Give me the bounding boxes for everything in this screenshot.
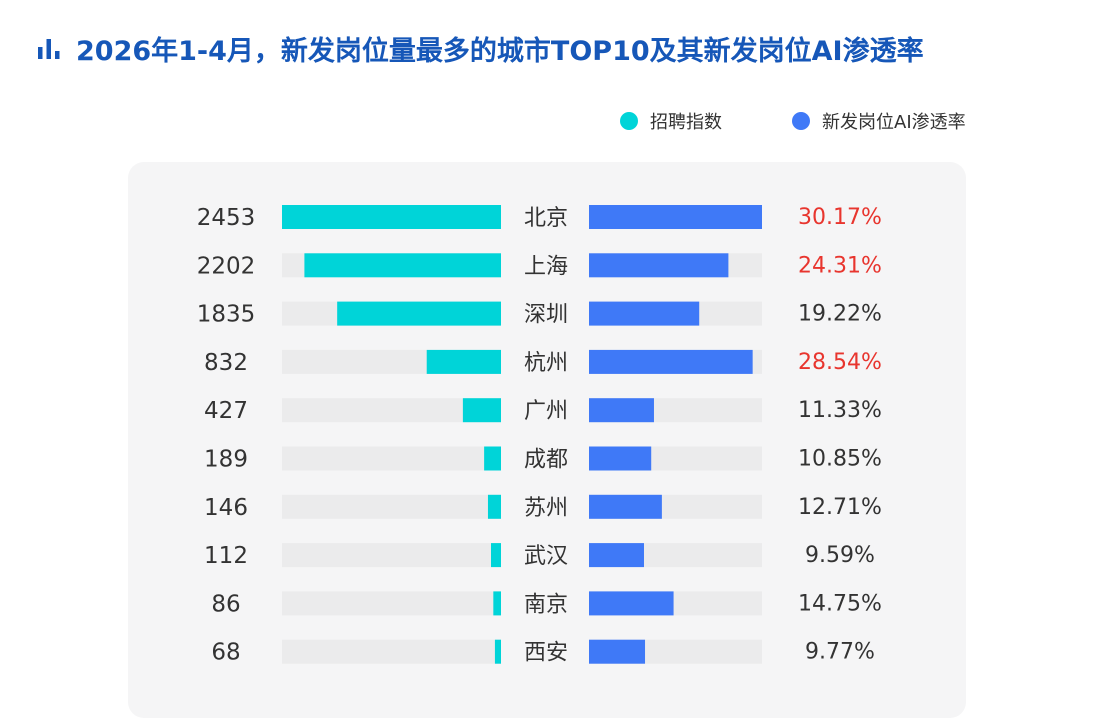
city-label: 上海 [524, 254, 568, 279]
ai-bar [589, 494, 662, 519]
city-label: 西安 [524, 641, 568, 666]
legend-item-recruit: 招聘指数 [620, 108, 722, 134]
ai-value-label: 14.75% [798, 591, 882, 616]
recruit-bar [426, 349, 501, 374]
city-label: 南京 [524, 592, 568, 617]
city-label: 杭州 [524, 351, 568, 376]
ai-bar [589, 205, 762, 229]
recruit-bar [484, 446, 501, 471]
recruit-value-label: 2453 [197, 205, 256, 231]
ai-bar [589, 591, 674, 616]
ai-value-label: 28.54% [798, 350, 882, 375]
recruit-track [282, 639, 501, 664]
ai-value-label: 12.71% [798, 495, 882, 520]
ai-value-label: 10.85% [798, 447, 882, 472]
ai-value-label: 19.22% [798, 302, 882, 327]
ai-value-label: 9.59% [805, 543, 875, 568]
recruit-value-label: 86 [211, 591, 240, 617]
recruit-value-label: 189 [204, 447, 248, 473]
chart-header: 2026年1-4月，新发岗位量最多的城市TOP10及其新发岗位AI渗透率 [36, 24, 924, 72]
ai-bar [589, 543, 644, 568]
recruit-value-label: 68 [211, 640, 240, 666]
ai-bar [589, 398, 654, 423]
city-label: 广州 [524, 399, 568, 424]
ai-bar [589, 253, 729, 278]
recruit-track [282, 543, 501, 568]
ai-bar [589, 301, 700, 326]
recruit-bar [462, 398, 501, 423]
ai-bar [589, 446, 652, 471]
legend-label-recruit: 招聘指数 [650, 112, 722, 133]
recruit-value-label: 832 [204, 350, 248, 376]
legend-label-ai: 新发岗位AI渗透率 [822, 112, 966, 133]
city-label: 北京 [524, 206, 568, 231]
ai-value-label: 30.17% [798, 205, 882, 230]
ai-value-label: 24.31% [798, 253, 882, 278]
recruit-bar [282, 205, 501, 229]
recruit-value-label: 427 [204, 398, 248, 424]
recruit-value-label: 112 [204, 543, 248, 569]
recruit-value-label: 2202 [197, 253, 256, 279]
recruit-track [282, 446, 501, 471]
chart-legend: 招聘指数 新发岗位AI渗透率 [620, 108, 1036, 134]
ai-value-label: 11.33% [798, 398, 882, 423]
city-label: 苏州 [524, 496, 568, 521]
recruit-bar [337, 301, 501, 326]
city-label: 深圳 [524, 303, 568, 328]
ai-bar [589, 639, 646, 664]
city-label: 成都 [524, 448, 568, 473]
ai-bar [589, 349, 753, 374]
bar-chart-icon [38, 39, 60, 59]
recruit-bar [494, 639, 501, 664]
recruit-track [282, 591, 501, 616]
recruit-track [282, 494, 501, 519]
ai-value-label: 9.77% [805, 640, 875, 665]
legend-item-ai: 新发岗位AI渗透率 [792, 108, 966, 134]
legend-swatch-ai [792, 112, 810, 130]
recruit-bar [304, 253, 501, 278]
recruit-value-label: 146 [204, 495, 248, 521]
recruit-bar [487, 494, 501, 519]
recruit-value-label: 1835 [197, 302, 256, 328]
chart-title: 2026年1-4月，新发岗位量最多的城市TOP10及其新发岗位AI渗透率 [76, 35, 924, 67]
recruit-bar [493, 591, 501, 616]
recruit-bar [491, 543, 501, 568]
city-label: 武汉 [524, 544, 568, 569]
legend-swatch-recruit [620, 112, 638, 130]
chart-panel [128, 162, 966, 718]
